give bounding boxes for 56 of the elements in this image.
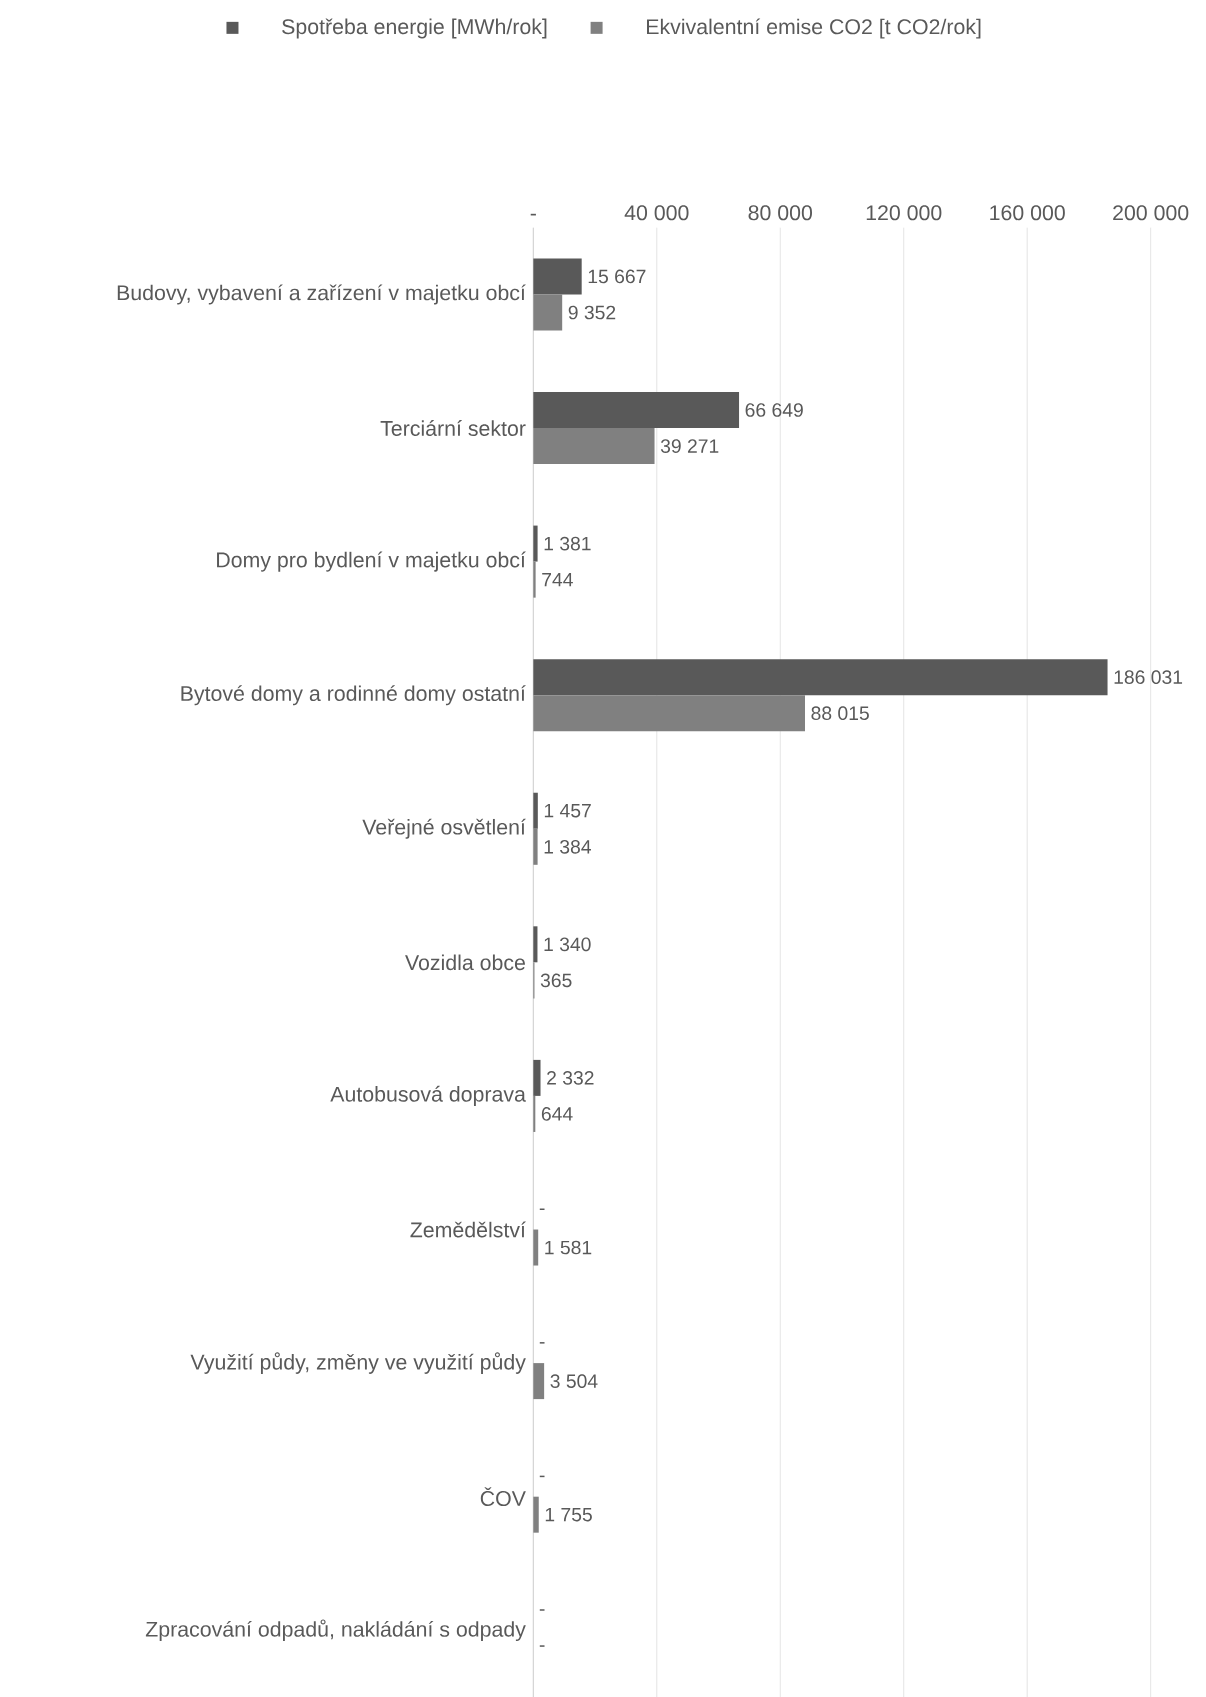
data-label: - bbox=[539, 1645, 545, 1647]
x-tick-label: 80 000 bbox=[748, 205, 813, 221]
bar bbox=[533, 695, 805, 732]
data-label: 2 332 bbox=[547, 1071, 594, 1085]
data-label: 1 384 bbox=[544, 839, 591, 854]
text: - bbox=[539, 1609, 545, 1611]
x-tick-label: 120 000 bbox=[866, 205, 942, 221]
data-label: 9 352 bbox=[568, 305, 616, 320]
y-tick-label: Terciární sektor bbox=[380, 420, 526, 436]
x-tick-label: 160 000 bbox=[990, 205, 1065, 221]
bar bbox=[533, 926, 538, 963]
data-label: 1 755 bbox=[545, 1507, 592, 1522]
bar bbox=[533, 392, 740, 429]
bar bbox=[533, 525, 538, 562]
bar bbox=[533, 1496, 539, 1533]
bar bbox=[533, 1229, 539, 1266]
x-tick-label: - bbox=[530, 213, 536, 216]
y-tick-label: Veřejné osvětlení bbox=[362, 818, 526, 839]
data-label: 744 bbox=[542, 573, 573, 587]
text: - bbox=[539, 1475, 545, 1478]
text: - bbox=[539, 1342, 545, 1344]
bar bbox=[533, 258, 582, 295]
data-label: 39 271 bbox=[660, 439, 719, 453]
data-label: 3 504 bbox=[550, 1374, 598, 1388]
bar bbox=[533, 659, 1108, 696]
data-label: 1 340 bbox=[544, 937, 591, 952]
data-label: 365 bbox=[540, 973, 572, 988]
bar bbox=[533, 1059, 541, 1096]
data-label: 15 667 bbox=[588, 269, 646, 284]
y-tick-label: Zemědělství bbox=[410, 1221, 526, 1238]
data-label: 1 581 bbox=[545, 1240, 592, 1255]
y-tick-label: ČOV bbox=[480, 1487, 526, 1507]
data-label: 1 457 bbox=[544, 803, 591, 818]
y-tick-label: Autobusová doprava bbox=[330, 1085, 526, 1106]
legend-label: Ekvivalentní emise CO2 [t CO2/rok] bbox=[647, 18, 981, 39]
bar bbox=[533, 294, 563, 331]
bar bbox=[533, 561, 536, 598]
bar bbox=[533, 792, 538, 829]
data-label: 88 015 bbox=[811, 706, 869, 721]
y-tick-label: Budovy, vybavení a zařízení v majetku obcí bbox=[117, 284, 526, 305]
legend-label: Spotřeba energie [MWh/rok] bbox=[282, 18, 547, 39]
x-tick-label: 200 000 bbox=[1113, 205, 1189, 221]
data-label: 186 031 bbox=[1114, 670, 1183, 685]
bar bbox=[533, 1363, 545, 1400]
y-tick-label: Zpracování odpadů, nakládání s odpady bbox=[145, 1619, 526, 1642]
y-tick-label: Využití půdy, změny ve využití půdy bbox=[190, 1352, 526, 1374]
y-tick-label: Domy pro bydlení v majetku obcí bbox=[217, 551, 526, 572]
y-tick-label: Vozidla obce bbox=[405, 954, 525, 971]
data-label: 66 649 bbox=[745, 403, 803, 417]
x-tick-label: 40 000 bbox=[624, 205, 689, 221]
bar bbox=[533, 828, 538, 865]
data-label: 1 381 bbox=[544, 536, 591, 551]
data-label: 644 bbox=[541, 1107, 573, 1121]
y-tick-label: Bytové domy a rodinné domy ostatní bbox=[181, 685, 526, 706]
text: - bbox=[539, 1208, 545, 1211]
bar bbox=[533, 428, 655, 465]
